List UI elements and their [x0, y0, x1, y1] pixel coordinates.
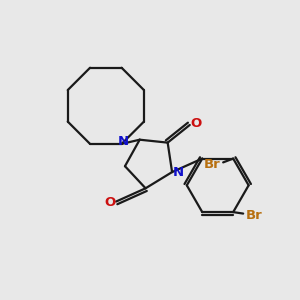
Text: N: N: [118, 135, 129, 148]
Text: O: O: [104, 196, 115, 209]
Text: O: O: [190, 117, 202, 130]
Text: Br: Br: [245, 208, 262, 222]
Text: N: N: [173, 166, 184, 179]
Text: Br: Br: [204, 158, 221, 171]
